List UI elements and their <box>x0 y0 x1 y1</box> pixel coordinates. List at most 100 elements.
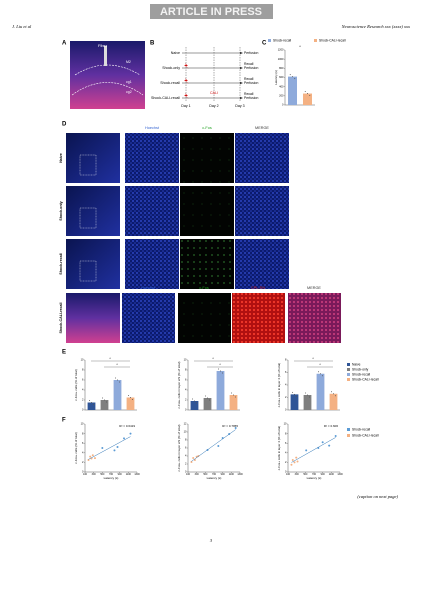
y-tick-label: 8 <box>285 431 287 435</box>
x-axis-label: Latency (s) <box>307 476 322 480</box>
significance: * <box>319 363 321 367</box>
y-axis-label: Latency (s) <box>274 70 278 85</box>
group-label: Shock-only <box>162 66 180 70</box>
point <box>116 446 119 449</box>
dot <box>320 373 321 375</box>
panel-label: B <box>150 41 155 47</box>
recall-label: Recall <box>244 62 254 66</box>
significance-bracket <box>194 360 233 368</box>
dot <box>89 400 91 401</box>
bar <box>329 393 338 410</box>
y-tick-label: 0 <box>282 103 284 107</box>
micro-image <box>235 133 289 183</box>
region-outline <box>71 64 144 96</box>
y-axis-label: c-Fos+ cells in layer 2/3 (% of total) <box>177 425 181 472</box>
dot <box>115 377 117 379</box>
micro-image <box>125 186 179 236</box>
column-header: Hoechst <box>141 286 156 290</box>
legend-label: Shock-recall <box>352 372 370 376</box>
x-tick-label: 1100 <box>329 473 335 476</box>
y-tick-label: 6 <box>185 446 187 450</box>
dot <box>208 399 210 401</box>
micro-image <box>180 186 234 236</box>
x-tick-label: 900 <box>221 473 226 476</box>
point <box>123 437 125 440</box>
x-tick-label: 100 <box>186 473 191 476</box>
point <box>328 444 331 447</box>
group-label: Shock-recall <box>160 81 180 85</box>
y-tick-label: 2 <box>285 460 287 464</box>
column-header: CPL-SN <box>251 286 265 290</box>
y-tick-label: 8 <box>82 431 84 435</box>
overview-image <box>66 239 120 289</box>
dot <box>207 397 208 399</box>
column-header: Hoechst <box>145 126 160 130</box>
bar <box>303 395 312 410</box>
y-tick-label: 4 <box>285 383 287 387</box>
dot <box>195 402 197 404</box>
dot <box>308 396 310 398</box>
point <box>87 459 90 461</box>
y-tick-label: 4 <box>82 388 84 392</box>
legend-label: Shock-CALI-recall <box>352 433 379 437</box>
legend-label: Shock-recall <box>352 427 370 431</box>
dot <box>234 396 236 398</box>
y-tick-label: 10 <box>184 430 187 434</box>
x-tick-label: 1300 <box>337 473 343 476</box>
x-tick-label: 700 <box>109 473 114 476</box>
y-axis-label: c-Fos+ cells in layer 4 (% of total) <box>277 363 281 407</box>
arrow <box>240 66 243 70</box>
x-tick-label: 300 <box>195 473 200 476</box>
dot <box>218 368 220 370</box>
shock-icon <box>184 78 189 84</box>
dot <box>91 402 92 403</box>
fit-line <box>291 437 336 463</box>
overview-image <box>66 133 120 183</box>
dot <box>102 397 104 399</box>
point <box>321 441 324 444</box>
y-tick-label: 0 <box>285 470 287 474</box>
dot <box>192 398 194 400</box>
y-tick-label: 6 <box>285 370 287 374</box>
dot <box>331 391 333 393</box>
x-axis-label: Latency (s) <box>207 476 222 480</box>
arrow <box>240 96 243 100</box>
row-label: Shock-only <box>59 201 63 220</box>
y-tick-label: 1200 <box>278 48 284 52</box>
bar <box>203 398 212 410</box>
y-axis-label: c-Fos+ cells (% of total) <box>74 432 78 463</box>
y-axis-label: c-Fos+ cells (% of total) <box>74 369 78 400</box>
column-header: c-Fos <box>202 126 212 130</box>
dot <box>304 91 306 93</box>
legend-label: Shock-recall <box>273 38 291 42</box>
y-tick-label: 8 <box>185 368 187 372</box>
dot <box>294 78 296 80</box>
row-label: Shock-recall <box>59 253 63 274</box>
significance: * <box>109 357 111 361</box>
x-tick-label: 500 <box>203 473 208 476</box>
perfusion-label: Perfusion <box>244 81 258 85</box>
point <box>91 454 94 457</box>
dot <box>294 393 295 395</box>
brain-image <box>70 41 145 109</box>
panel-label: D <box>62 122 67 128</box>
y-tick-label: 4 <box>185 388 187 392</box>
legend-swatch <box>347 428 350 431</box>
overview-image <box>66 186 120 236</box>
bar <box>126 397 135 410</box>
bar <box>288 76 297 105</box>
significance: * <box>219 363 221 367</box>
dot <box>289 74 291 76</box>
y-tick-label: 6 <box>82 441 84 445</box>
panel-label: F <box>62 418 66 424</box>
bar <box>190 401 199 410</box>
panel-label: E <box>62 350 66 356</box>
x-tick-label: 300 <box>295 473 300 476</box>
y-tick-label: 600 <box>279 75 284 79</box>
overview-image <box>66 293 120 343</box>
point <box>101 447 104 449</box>
x-tick-label: 700 <box>212 473 217 476</box>
y-tick-label: 200 <box>279 94 284 98</box>
page-number: 3 <box>210 538 213 543</box>
dot <box>305 392 307 394</box>
